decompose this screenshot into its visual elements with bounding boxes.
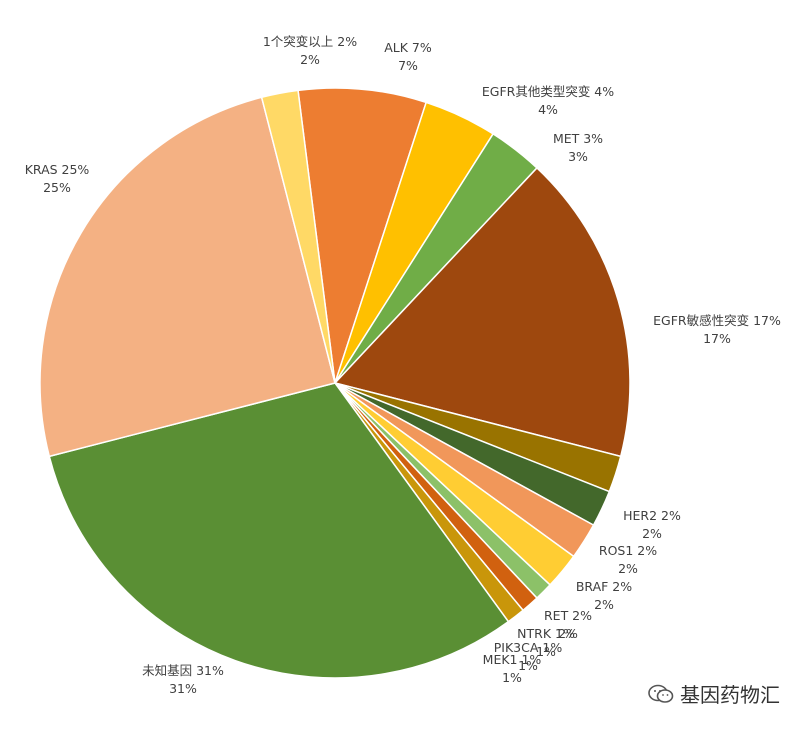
- slice-label-name: EGFR敏感性突变 17%: [653, 313, 781, 328]
- slice-label-name: EGFR其他类型突变 4%: [482, 84, 614, 99]
- slice-label: BRAF 2% 2%: [576, 579, 632, 612]
- slice-label: HER2 2% 2%: [623, 508, 681, 541]
- slice-label-name: BRAF 2%: [576, 579, 632, 594]
- slice-label: ALK 7% 7%: [384, 40, 432, 73]
- slice-label-name: HER2 2%: [623, 508, 681, 523]
- pie-slice: [297, 87, 428, 384]
- pie-slice: [39, 96, 336, 458]
- pie-slices: [39, 87, 631, 679]
- slice-label: MET 3% 3%: [553, 131, 603, 164]
- slice-label: PIK3CA 1% 1%: [494, 640, 563, 673]
- slice-label-percent: 25%: [43, 180, 71, 195]
- slice-label: MEK1 1% 1%: [483, 652, 542, 685]
- slice-label: EGFR敏感性突变 17% 17%: [653, 313, 781, 346]
- slice-label-name: ROS1 2%: [599, 543, 657, 558]
- pie-slice: [48, 382, 510, 679]
- slice-label: KRAS 25% 25%: [25, 162, 90, 195]
- slice-label-percent: 2%: [618, 561, 638, 576]
- slice-label: EGFR其他类型突变 4% 4%: [482, 84, 614, 117]
- slice-label-name: 未知基因 31%: [142, 663, 224, 678]
- slice-label-name: MET 3%: [553, 131, 603, 146]
- slice-label-name: 1个突变以上 2%: [263, 34, 357, 49]
- slice-label-percent: 2%: [558, 626, 578, 641]
- slice-label: RET 2% 2%: [544, 608, 592, 641]
- slice-label-name: ALK 7%: [384, 40, 432, 55]
- slice-label-percent: 2%: [642, 526, 662, 541]
- slice-label-percent: 3%: [568, 149, 588, 164]
- slice-label-percent: 1%: [536, 644, 556, 659]
- pie-slice: [260, 89, 336, 384]
- wechat-icon: [648, 684, 674, 703]
- slice-label-percent: 17%: [703, 331, 731, 346]
- watermark-text: 基因药物汇: [680, 683, 780, 707]
- slice-label: 未知基因 31% 31%: [142, 663, 224, 696]
- slice-label-percent: 31%: [169, 681, 197, 696]
- slice-label-name: RET 2%: [544, 608, 592, 623]
- slice-label: ROS1 2% 2%: [599, 543, 657, 576]
- slice-label-percent: 1%: [518, 658, 538, 673]
- slice-label: NTRK 1% 1%: [517, 626, 575, 659]
- slice-label-name: KRAS 25%: [25, 162, 90, 177]
- pie-slice: [333, 166, 631, 458]
- slice-label-name: NTRK 1%: [517, 626, 575, 641]
- slice-label-percent: 2%: [594, 597, 614, 612]
- slice-label: 1个突变以上 2% 2%: [263, 34, 357, 67]
- slice-labels: ALK 7% 7% EGFR其他类型突变 4% 4% MET 3% 3% EGFR敏感性突变…: [25, 34, 781, 696]
- watermark: 基因药物汇: [648, 679, 780, 708]
- slice-label-name: PIK3CA 1%: [494, 640, 563, 655]
- slice-label-percent: 7%: [398, 58, 418, 73]
- slice-label-name: MEK1 1%: [483, 652, 542, 667]
- slice-label-percent: 2%: [300, 52, 320, 67]
- slice-label-percent: 1%: [502, 670, 522, 685]
- slice-label-percent: 4%: [538, 102, 558, 117]
